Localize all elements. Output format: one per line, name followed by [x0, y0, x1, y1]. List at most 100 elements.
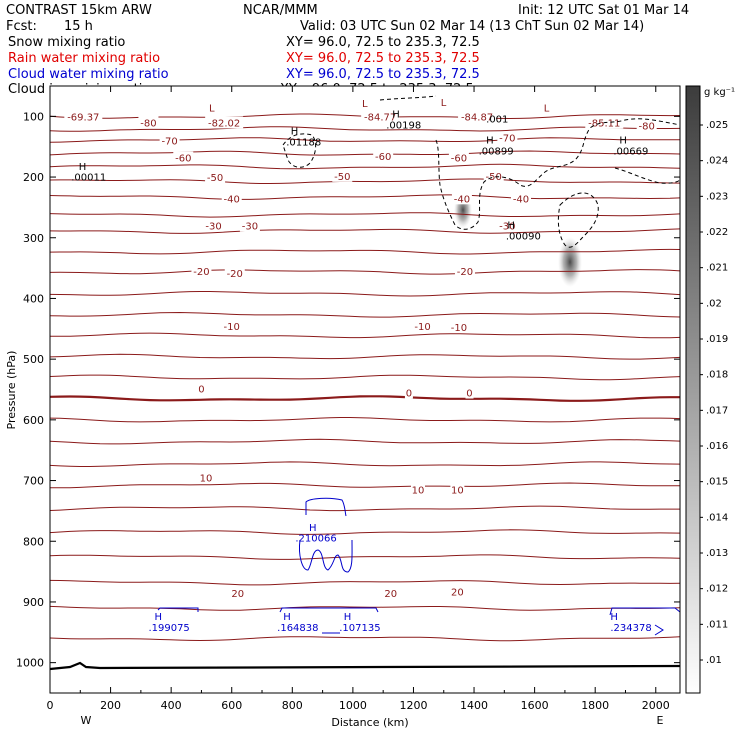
temperature-label: -50: [207, 173, 223, 184]
cloud-ice-contour: [379, 95, 437, 101]
extremum-label: .00669: [613, 147, 648, 158]
temperature-label-bg: [636, 119, 657, 132]
isotherm: [50, 461, 680, 467]
x-tick-label: 800: [282, 699, 303, 712]
temperature-label: -20: [193, 267, 209, 278]
temperature-label: -30: [499, 222, 515, 233]
isotherm: [50, 579, 680, 586]
valid-time: Valid: 03 UTC Sun 02 Mar 14 (13 ChT Sun …: [300, 19, 644, 34]
colorbar-tick-label: .023: [706, 191, 728, 202]
terrain-line: [50, 661, 680, 671]
cloud-ice-contour: [614, 167, 680, 184]
colorbar-ramp: [685, 85, 701, 694]
temperature-label: -40: [513, 194, 529, 205]
extremum-label: H: [486, 136, 494, 147]
y-tick-label: 100: [23, 110, 44, 123]
extremum-label: H: [309, 523, 317, 534]
extremum-label: .107135: [339, 623, 380, 634]
temperature-label-bg: [239, 219, 260, 232]
temperature-label: -20: [457, 267, 473, 278]
isotherm: [50, 269, 680, 275]
temperature-label-bg: [465, 386, 474, 399]
fcst-label: Fcst:: [6, 19, 37, 34]
temperature-label: 0: [198, 384, 204, 395]
x-tick-label: 1600: [521, 699, 549, 712]
extremum-label: .01188: [286, 137, 321, 148]
y-tick-label: 200: [23, 171, 44, 184]
y-tick-label: 400: [23, 292, 44, 305]
field-rain: Rain water mixing ratio: [8, 51, 160, 66]
isotherm: [50, 529, 680, 535]
isotherm: [50, 311, 680, 318]
colorbar-ticks: .01 .011 .012 .013 .014 .015 .016 .017 .018 .019.…: [700, 120, 728, 666]
colorbar-tick-label: .019: [706, 334, 728, 345]
colorbar-tick-label: .011: [706, 619, 728, 630]
colorbar-tick-label: .022: [706, 227, 728, 238]
temperature-label: -30: [205, 222, 221, 233]
temperature-label-bg: [159, 134, 180, 147]
colorbar-tick-label: .021: [706, 263, 728, 274]
extremum-label: H: [283, 612, 291, 623]
temperature-label-bg: [224, 266, 245, 279]
y-tick-label: 900: [23, 596, 44, 609]
extremum-label: L: [209, 103, 215, 114]
temperature-label: 20: [384, 589, 397, 600]
temperature-label: 0: [466, 389, 472, 400]
temperature-label-bg: [221, 192, 242, 205]
temperature-label: -50: [334, 172, 350, 183]
temperature-label-bg: [221, 319, 242, 332]
temperature-label: -82.02: [208, 118, 240, 129]
temperature-label-bg: [458, 110, 497, 123]
temperature-label-bg: [191, 265, 212, 278]
center-label: NCAR/MMM: [243, 3, 318, 18]
extremum-label: L: [362, 99, 368, 110]
temperature-label: -10: [451, 323, 467, 334]
extremum-label: H: [291, 127, 299, 138]
x-tick-label: 200: [100, 699, 121, 712]
colorbar-tick-label: .017: [706, 405, 728, 416]
isotherm: [50, 291, 680, 297]
colorbar-tick-label: .012: [706, 584, 728, 595]
y-tick-label: 700: [23, 475, 44, 488]
temperature-label: -40: [454, 194, 470, 205]
isotherm: [50, 228, 680, 234]
temperature-label-bg: [383, 586, 398, 599]
cloud-water-contour: [609, 607, 680, 616]
temperature-label-bg: [404, 386, 413, 399]
temperature-label-bg: [411, 483, 426, 496]
temperature-label-bg: [448, 320, 469, 333]
plot-background: [50, 86, 680, 693]
extremum-label: L: [544, 103, 550, 114]
isotherm: [50, 417, 680, 423]
y-tick-label: 500: [23, 353, 44, 366]
extremum-label: L: [441, 98, 447, 109]
temperature-label: -60: [451, 154, 467, 165]
temperature-label-bg: [510, 192, 531, 205]
temperature-label-bg: [361, 110, 400, 123]
temperature-label-bg: [138, 116, 159, 129]
isotherm: [50, 126, 680, 132]
temperature-label-bg: [64, 110, 103, 123]
temperature-label: -84.87: [461, 112, 493, 123]
colorbar-tick-label: .013: [706, 548, 728, 559]
field-cloud-water-xy: XY= 96.0, 72.5 to 235.3, 72.5: [286, 67, 480, 82]
temperature-label-bg: [412, 319, 433, 332]
extremum-label: H: [344, 612, 352, 623]
temperature-label-bg: [230, 586, 245, 599]
extremum-label: H: [610, 612, 618, 623]
temperature-contours: -69.37 -80 -82.02 -84.77 -84.87 -85.11 -80 -70 -…: [50, 110, 680, 671]
temperature-label-bg: [198, 471, 213, 484]
temperature-label-bg: [451, 192, 472, 205]
cloud-ice-contour: [557, 192, 599, 248]
cloud-water-contour: [279, 607, 379, 613]
temperature-label: -30: [242, 222, 258, 233]
isotherm: [50, 178, 680, 184]
temperature-label: -84.77: [364, 112, 396, 123]
x-tick-label: 1800: [581, 699, 609, 712]
isotherm: [50, 505, 680, 512]
isotherm: [50, 438, 680, 445]
cloud-water-contour: [299, 539, 353, 573]
temperature-label-bg: [450, 585, 465, 598]
temperature-label-bg: [497, 219, 518, 232]
